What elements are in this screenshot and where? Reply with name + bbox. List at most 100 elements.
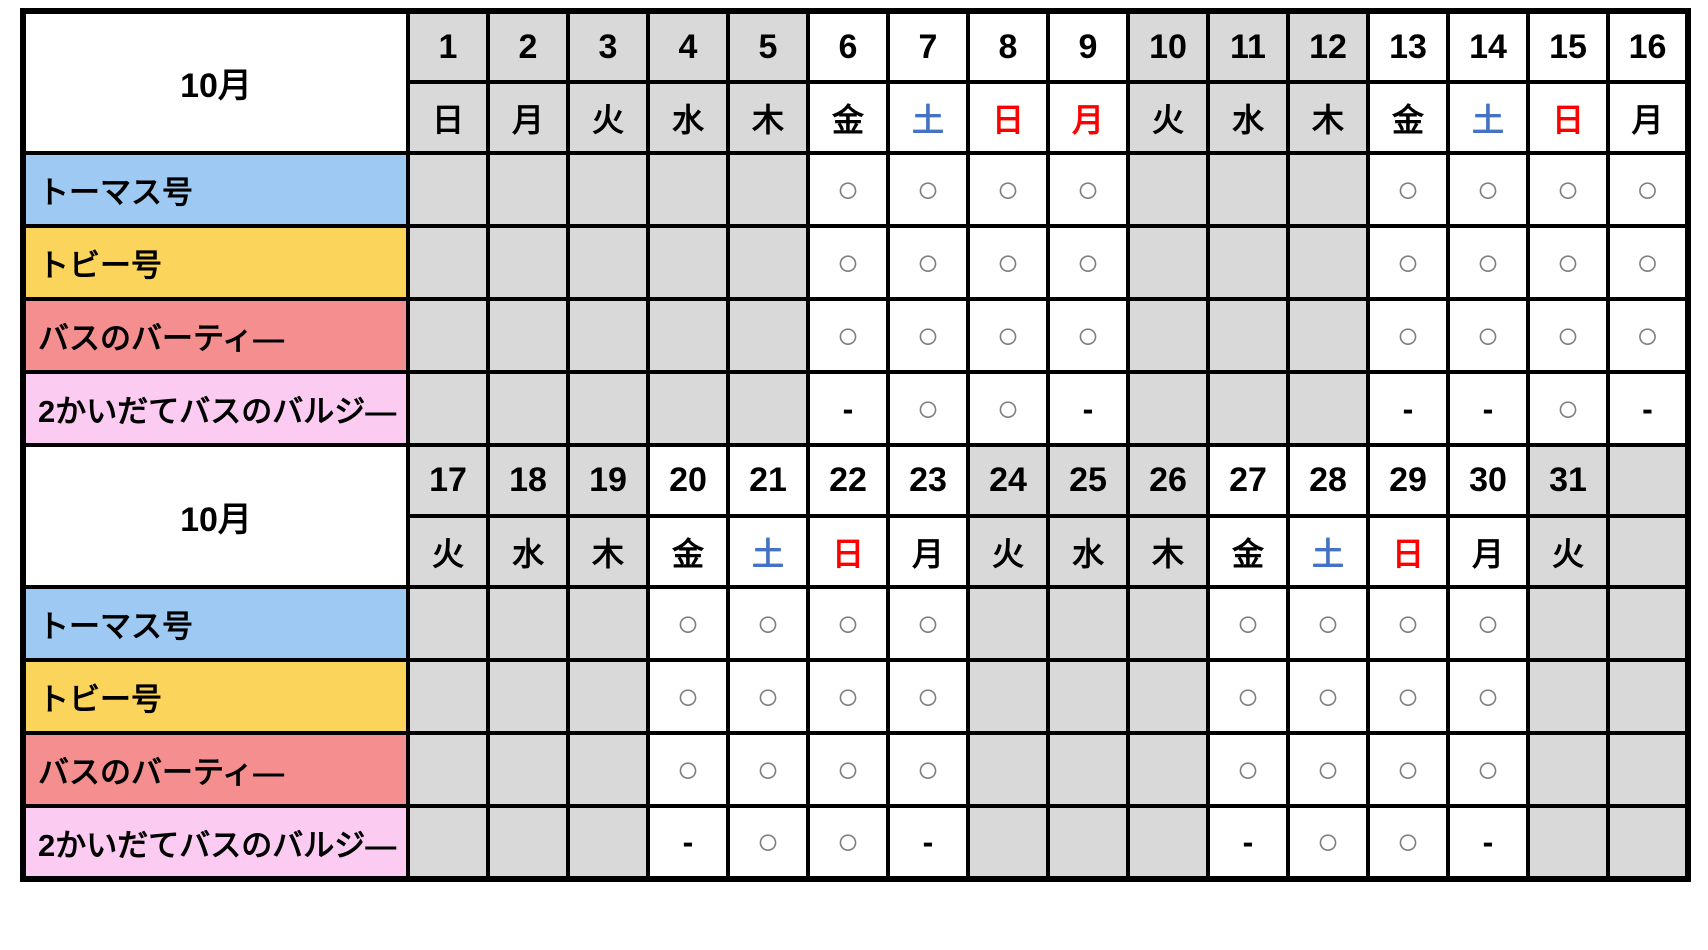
closed-day-cell	[486, 151, 570, 228]
schedule-table-body: 10月 1 2 3 4 5 6 7 8 9 10 11 12 13 14 15 16 日月火水木金土日月火水木金土…	[21, 9, 1690, 881]
schedule-cell: ○	[1286, 731, 1370, 808]
day-number-cell: 23	[886, 443, 970, 518]
schedule-cell: -	[646, 804, 730, 881]
day-number-cell: 16	[1606, 9, 1690, 84]
schedule-cell: ○	[1286, 658, 1370, 735]
day-of-week-cell: 水	[1046, 514, 1130, 589]
schedule-cell: ○	[1206, 658, 1290, 735]
day-of-week-cell: 土	[1446, 80, 1530, 155]
day-of-week-cell: 日	[406, 80, 490, 155]
day-number-cell: 2	[486, 9, 570, 84]
day-number-cell: 30	[1446, 443, 1530, 518]
vehicle-row-toby: トビー号 ○ ○ ○ ○ ○ ○ ○ ○	[21, 658, 1690, 735]
closed-day-cell	[406, 585, 490, 662]
schedule-cell: ○	[1526, 151, 1610, 228]
closed-day-cell	[1126, 370, 1210, 447]
vehicle-label-bulgy: 2かいだてバスのバルジ―	[21, 370, 410, 447]
closed-day-cell	[486, 731, 570, 808]
day-of-week-cell: 水	[1206, 80, 1290, 155]
closed-day-cell	[1126, 731, 1210, 808]
schedule-cell: ○	[1366, 224, 1450, 301]
closed-day-cell	[726, 297, 810, 374]
schedule-cell: ○	[886, 658, 970, 735]
day-of-week-cell: 土	[726, 514, 810, 589]
schedule-cell: ○	[1206, 585, 1290, 662]
day-number-cell: 1	[406, 9, 490, 84]
schedule-cell: ○	[886, 224, 970, 301]
day-of-week-cell: 金	[1206, 514, 1290, 589]
schedule-cell: ○	[1446, 658, 1530, 735]
schedule-cell: ○	[886, 297, 970, 374]
closed-day-cell	[966, 658, 1050, 735]
closed-day-cell	[966, 731, 1050, 808]
closed-day-cell	[406, 370, 490, 447]
month-header: 10月	[21, 9, 410, 155]
day-number-cell: 22	[806, 443, 890, 518]
day-of-week-cell: 火	[1126, 80, 1210, 155]
day-number-cell: 19	[566, 443, 650, 518]
day-of-week-cell: 月	[1606, 80, 1690, 155]
schedule-cell: -	[1446, 370, 1530, 447]
schedule-cell: -	[1046, 370, 1130, 447]
schedule-cell: ○	[806, 731, 890, 808]
schedule-cell: ○	[1046, 297, 1130, 374]
schedule-cell: -	[806, 370, 890, 447]
closed-day-cell	[566, 658, 650, 735]
vehicle-label-thomas: トーマス号	[21, 585, 410, 662]
day-of-week-cell: 日	[806, 514, 890, 589]
closed-day-cell	[566, 151, 650, 228]
day-number-cell: 29	[1366, 443, 1450, 518]
schedule-cell: ○	[1446, 731, 1530, 808]
day-number-cell: 20	[646, 443, 730, 518]
schedule-cell: -	[1446, 804, 1530, 881]
closed-day-cell	[1046, 731, 1130, 808]
closed-day-cell	[1126, 297, 1210, 374]
schedule-cell: ○	[1366, 731, 1450, 808]
schedule-cell: ○	[646, 585, 730, 662]
vehicle-label-bulgy: 2かいだてバスのバルジ―	[21, 804, 410, 881]
schedule-cell: ○	[806, 224, 890, 301]
closed-day-cell	[566, 804, 650, 881]
day-number-cell: 4	[646, 9, 730, 84]
vehicle-row-bulgy: 2かいだてバスのバルジ― - ○ ○ - - - ○ -	[21, 370, 1690, 447]
closed-day-cell	[1126, 804, 1210, 881]
day-of-week-cell: 火	[406, 514, 490, 589]
vehicle-label-toby: トビー号	[21, 658, 410, 735]
day-of-week-cell: 月	[886, 514, 970, 589]
closed-day-cell	[1126, 585, 1210, 662]
closed-day-cell	[486, 585, 570, 662]
schedule-cell: ○	[726, 804, 810, 881]
day-number-cell: 31	[1526, 443, 1610, 518]
day-number-cell: 8	[966, 9, 1050, 84]
schedule-cell: -	[1206, 804, 1290, 881]
schedule-table: 10月 1 2 3 4 5 6 7 8 9 10 11 12 13 14 15 16 日月火水木金土日月火水木金土…	[20, 8, 1691, 882]
closed-day-cell	[1606, 804, 1690, 881]
closed-day-cell	[486, 224, 570, 301]
schedule-cell: ○	[806, 297, 890, 374]
day-number-cell: 21	[726, 443, 810, 518]
day-number-cell: 15	[1526, 9, 1610, 84]
day-of-week-cell: 水	[646, 80, 730, 155]
schedule-cell: ○	[1206, 731, 1290, 808]
schedule-cell: ○	[1526, 297, 1610, 374]
day-number-cell: 3	[566, 9, 650, 84]
schedule-cell: ○	[966, 297, 1050, 374]
vehicle-row-bertie: バスのバーティ― ○ ○ ○ ○ ○ ○ ○ ○	[21, 731, 1690, 808]
closed-day-cell	[1046, 585, 1130, 662]
closed-day-cell	[406, 297, 490, 374]
day-number-cell: 25	[1046, 443, 1130, 518]
closed-day-cell	[1206, 224, 1290, 301]
schedule-cell: ○	[886, 370, 970, 447]
schedule-cell: ○	[806, 658, 890, 735]
day-number-cell: 13	[1366, 9, 1450, 84]
closed-day-cell	[966, 804, 1050, 881]
schedule-cell: ○	[806, 804, 890, 881]
day-number-cell: 10	[1126, 9, 1210, 84]
schedule-cell: ○	[726, 658, 810, 735]
schedule-cell: ○	[1286, 804, 1370, 881]
day-of-week-cell: 月	[1046, 80, 1130, 155]
closed-day-cell	[486, 297, 570, 374]
closed-day-cell	[1286, 370, 1370, 447]
day-of-week-row: 火水木金土日月火水木金土日月火	[23, 514, 1690, 589]
closed-day-cell	[726, 224, 810, 301]
